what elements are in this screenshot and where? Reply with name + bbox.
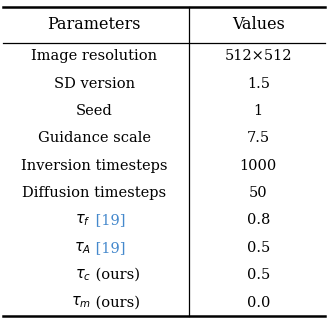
Text: 0.5: 0.5: [247, 268, 270, 282]
Text: 0.5: 0.5: [247, 241, 270, 255]
Text: $\tau_m$: $\tau_m$: [71, 295, 91, 310]
Text: Diffusion timesteps: Diffusion timesteps: [22, 186, 166, 200]
Text: Values: Values: [232, 16, 285, 33]
Text: 0.0: 0.0: [247, 296, 270, 309]
Text: Guidance scale: Guidance scale: [38, 131, 151, 145]
Text: 1000: 1000: [240, 159, 277, 173]
Text: 50: 50: [249, 186, 268, 200]
Text: Image resolution: Image resolution: [31, 49, 157, 63]
Text: SD version: SD version: [54, 77, 135, 90]
Text: Inversion timesteps: Inversion timesteps: [21, 159, 168, 173]
Text: [19]: [19]: [91, 213, 126, 227]
Text: 7.5: 7.5: [247, 131, 270, 145]
Text: Parameters: Parameters: [48, 16, 141, 33]
Text: Seed: Seed: [76, 104, 113, 118]
Text: $\tau_A$: $\tau_A$: [74, 240, 91, 256]
Text: 1: 1: [254, 104, 263, 118]
Text: 1.5: 1.5: [247, 77, 270, 90]
Text: [19]: [19]: [91, 241, 126, 255]
Text: (ours): (ours): [91, 296, 140, 309]
Text: 0.8: 0.8: [247, 213, 270, 227]
Text: 512×512: 512×512: [225, 49, 292, 63]
Text: $\tau_c$: $\tau_c$: [75, 267, 91, 283]
Text: (ours): (ours): [91, 268, 140, 282]
Text: $\tau_f$: $\tau_f$: [75, 213, 91, 228]
